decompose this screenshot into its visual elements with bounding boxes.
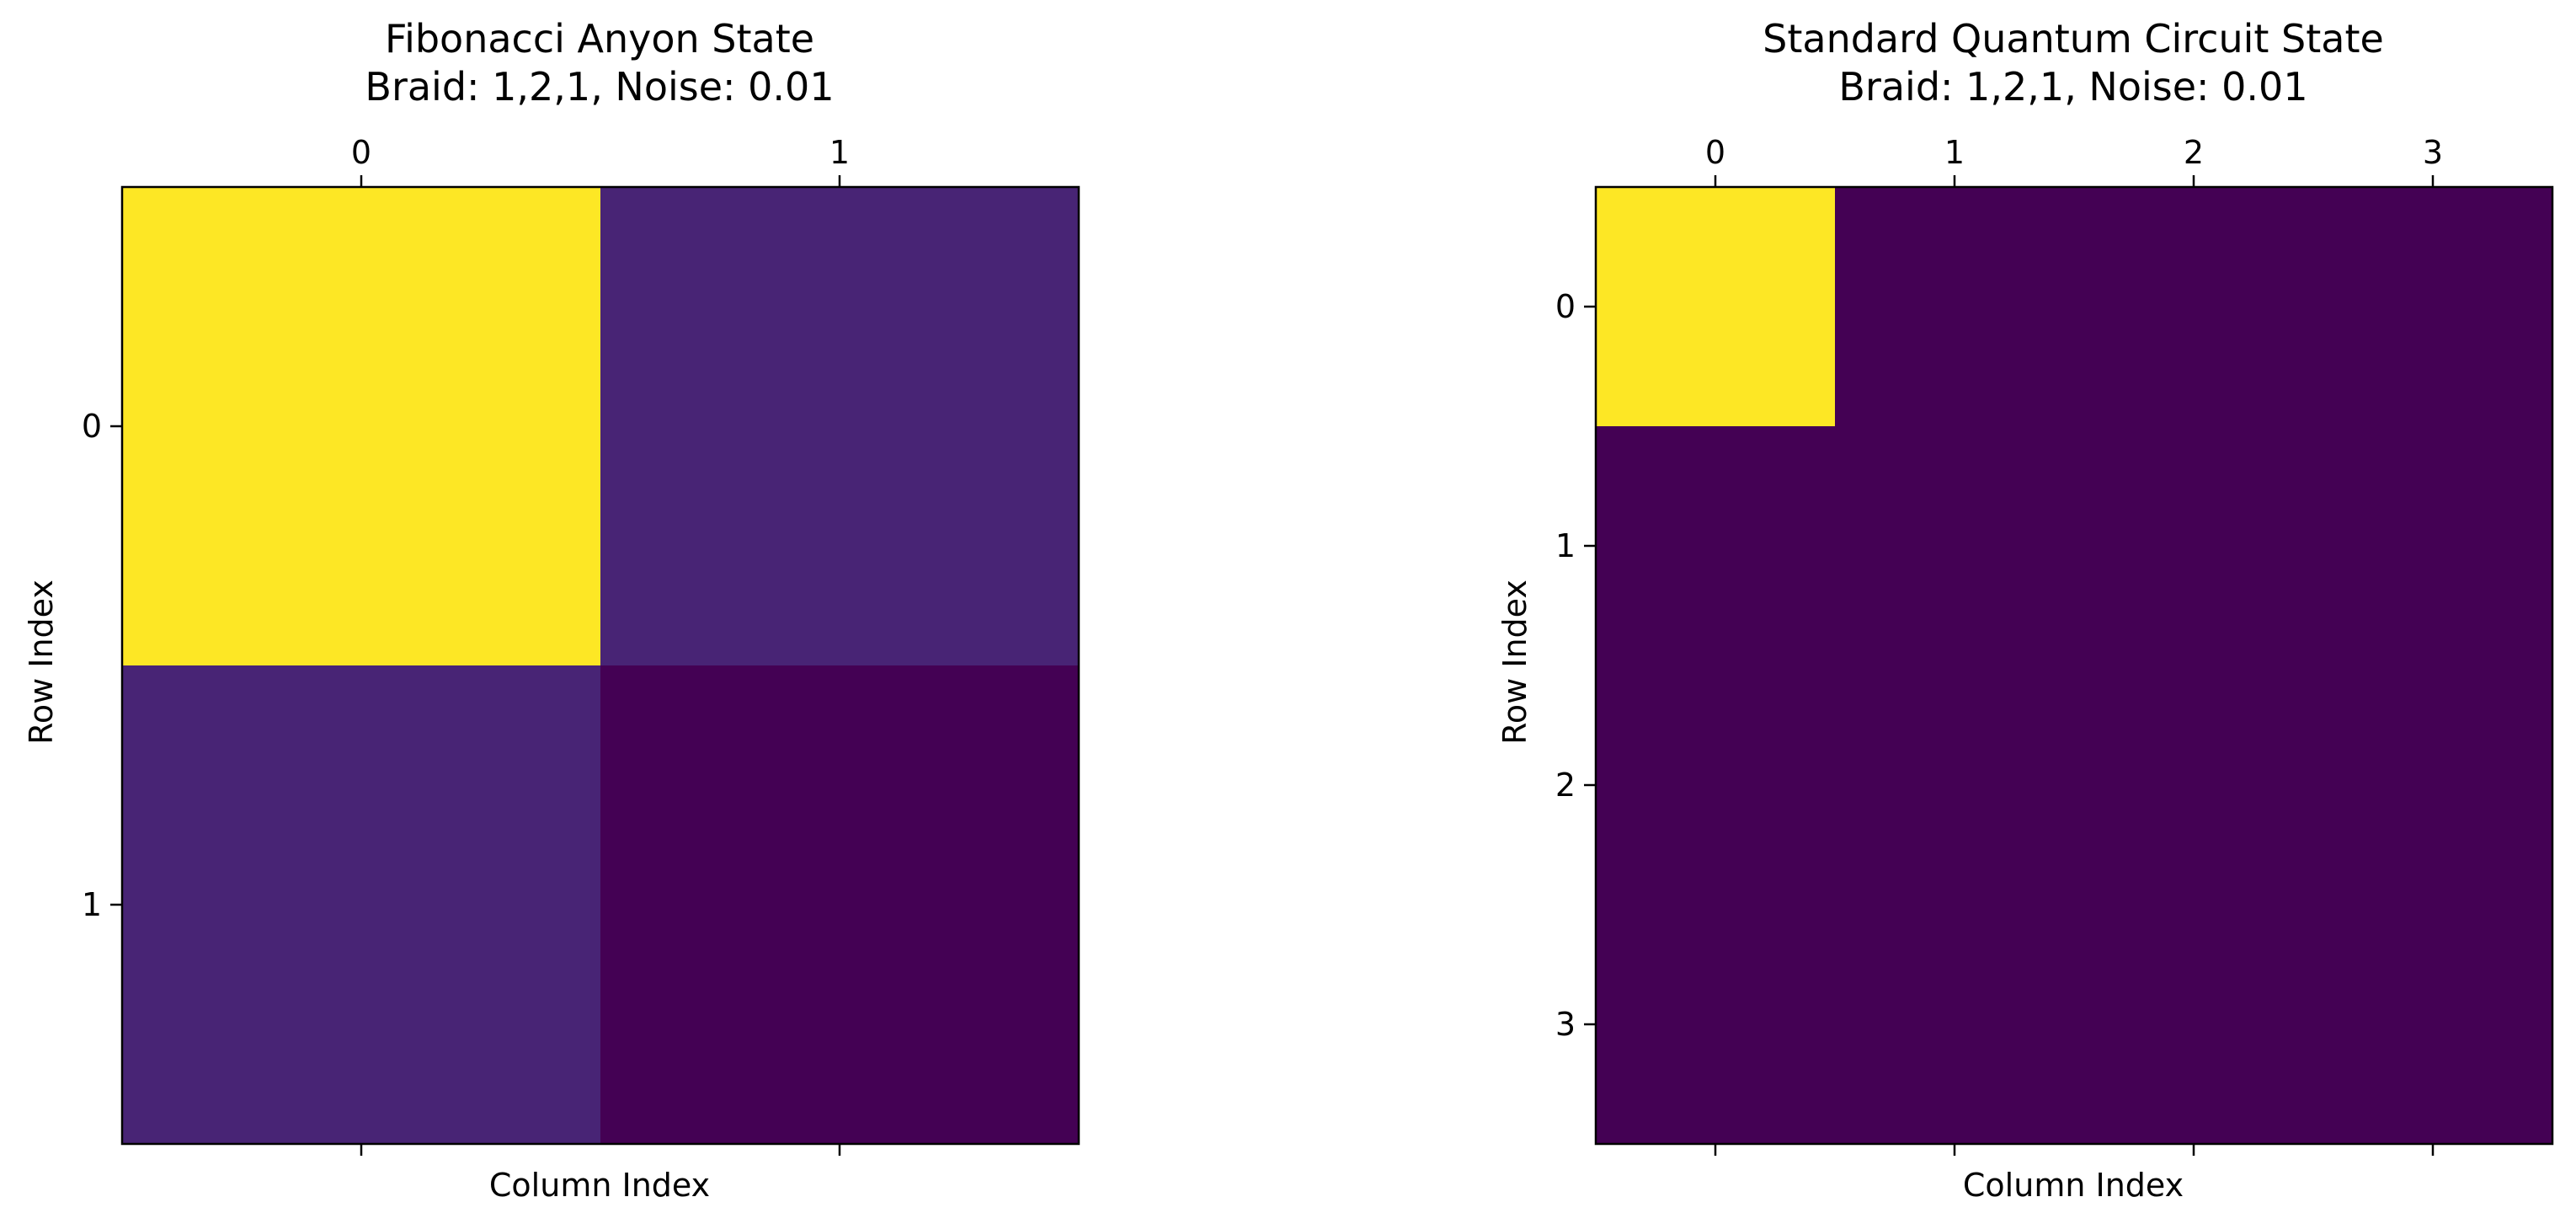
- x-tick-label: 0: [1705, 134, 1725, 171]
- heatmap-fibonacci-anyon: Fibonacci Anyon State Braid: 1,2,1, Nois…: [23, 16, 1080, 1204]
- heatmap-cell: [2313, 187, 2553, 427]
- heatmap-cell: [600, 187, 1080, 666]
- x-axis-label: Column Index: [1963, 1167, 2184, 1204]
- x-axis-label: Column Index: [489, 1167, 710, 1204]
- chart-title: Standard Quantum Circuit State: [1763, 16, 2384, 61]
- heatmap-cell: [2313, 905, 2553, 1145]
- heatmap-cell: [2313, 426, 2553, 666]
- y-tick-label: 2: [1555, 767, 1576, 804]
- x-tick-label: 1: [829, 134, 850, 171]
- heatmap-cell: [1596, 665, 1836, 906]
- axis-ticks: 0 1 0 1: [82, 134, 850, 1156]
- heatmap-cells: [122, 187, 1080, 1145]
- plot-frame: [120, 185, 1080, 1146]
- heatmap-cell: [122, 665, 601, 1145]
- heatmap-cell: [1835, 187, 2075, 427]
- heatmap-cell: [1835, 665, 2075, 906]
- heatmap-cell: [1835, 905, 2075, 1145]
- heatmap-cells: [1596, 187, 2553, 1145]
- heatmap-cell: [122, 187, 601, 666]
- axis-ticks: 0 1 2 3 0 1 2 3: [1555, 134, 2443, 1156]
- y-tick-label: 3: [1555, 1006, 1576, 1043]
- heatmap-cell: [2074, 187, 2314, 427]
- x-tick-label: 3: [2423, 134, 2443, 171]
- y-tick-label: 0: [1555, 288, 1576, 325]
- chart-subtitle: Braid: 1,2,1, Noise: 0.01: [365, 64, 834, 110]
- y-tick-label: 0: [82, 408, 102, 445]
- y-tick-label: 1: [82, 886, 102, 923]
- heatmap-standard-quantum-circuit: Standard Quantum Circuit State Braid: 1,…: [1496, 16, 2554, 1204]
- heatmap-cell: [2074, 665, 2314, 906]
- heatmap-cell: [1596, 426, 1836, 666]
- heatmap-cell: [1596, 187, 1836, 427]
- x-tick-label: 1: [1944, 134, 1965, 171]
- heatmap-cell: [2074, 426, 2314, 666]
- heatmap-cell: [600, 665, 1080, 1145]
- heatmap-cell: [1596, 905, 1836, 1145]
- x-tick-label: 2: [2184, 134, 2204, 171]
- heatmap-cell: [2074, 905, 2314, 1145]
- y-axis-label: Row Index: [23, 580, 60, 745]
- y-axis-label: Row Index: [1496, 580, 1533, 745]
- chart-title: Fibonacci Anyon State: [385, 16, 814, 61]
- chart-subtitle: Braid: 1,2,1, Noise: 0.01: [1838, 64, 2307, 110]
- heatmap-cell: [1835, 426, 2075, 666]
- plot-frame: [1594, 185, 2554, 1146]
- y-tick-label: 1: [1555, 527, 1576, 564]
- x-tick-label: 0: [351, 134, 371, 171]
- heatmap-cell: [2313, 665, 2553, 906]
